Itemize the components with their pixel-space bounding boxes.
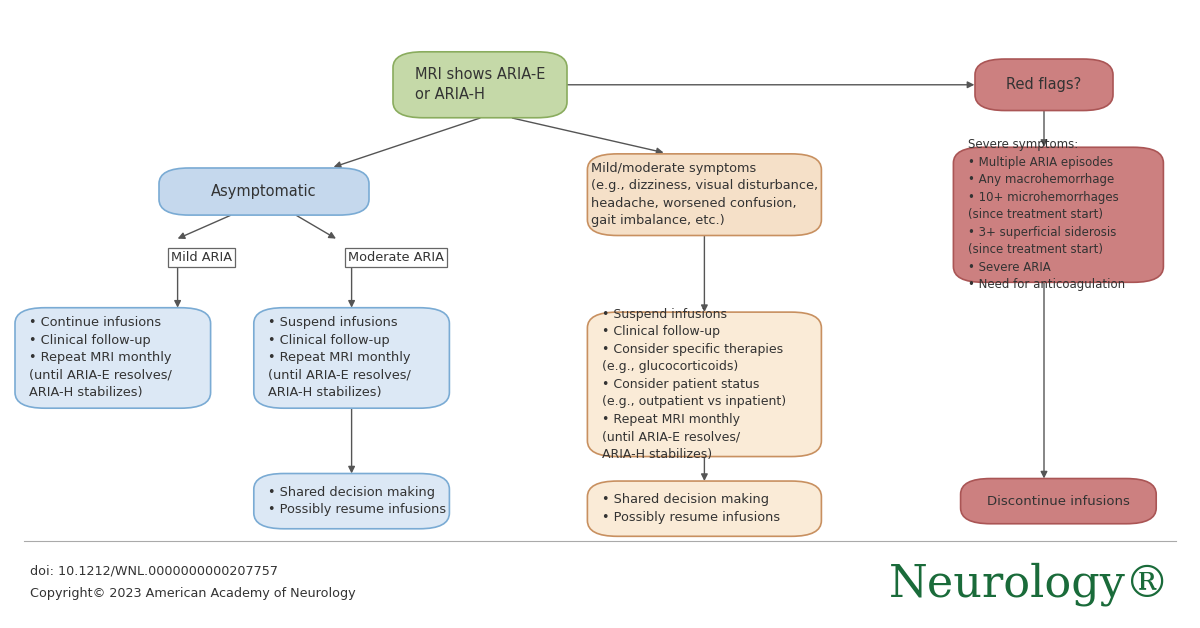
FancyBboxPatch shape bbox=[14, 308, 211, 408]
FancyBboxPatch shape bbox=[953, 148, 1164, 283]
FancyBboxPatch shape bbox=[394, 52, 568, 118]
Text: Copyright© 2023 American Academy of Neurology: Copyright© 2023 American Academy of Neur… bbox=[30, 587, 355, 600]
Text: Mild ARIA: Mild ARIA bbox=[172, 251, 232, 264]
FancyBboxPatch shape bbox=[588, 154, 821, 236]
FancyBboxPatch shape bbox=[588, 481, 821, 536]
FancyBboxPatch shape bbox=[253, 474, 449, 529]
Text: Mild/moderate symptoms
(e.g., dizziness, visual disturbance,
headache, worsened : Mild/moderate symptoms (e.g., dizziness,… bbox=[590, 162, 818, 227]
Text: Severe symptoms:
• Multiple ARIA episodes
• Any macrohemorrhage
• 10+ microhemor: Severe symptoms: • Multiple ARIA episode… bbox=[967, 138, 1124, 291]
Text: • Suspend infusions
• Clinical follow-up
• Repeat MRI monthly
(until ARIA-E reso: • Suspend infusions • Clinical follow-up… bbox=[269, 317, 412, 399]
FancyBboxPatch shape bbox=[961, 479, 1157, 524]
FancyBboxPatch shape bbox=[253, 308, 449, 408]
Text: • Shared decision making
• Possibly resume infusions: • Shared decision making • Possibly resu… bbox=[601, 494, 780, 524]
Text: doi: 10.1212/WNL.0000000000207757: doi: 10.1212/WNL.0000000000207757 bbox=[30, 565, 278, 578]
Text: Neurology®: Neurology® bbox=[889, 562, 1170, 606]
Text: • Shared decision making
• Possibly resume infusions: • Shared decision making • Possibly resu… bbox=[269, 486, 446, 516]
FancyBboxPatch shape bbox=[588, 312, 821, 457]
Text: Moderate ARIA: Moderate ARIA bbox=[348, 251, 444, 264]
Text: MRI shows ARIA-E
or ARIA-H: MRI shows ARIA-E or ARIA-H bbox=[415, 67, 545, 102]
Text: • Continue infusions
• Clinical follow-up
• Repeat MRI monthly
(until ARIA-E res: • Continue infusions • Clinical follow-u… bbox=[29, 317, 173, 399]
FancyBboxPatch shape bbox=[158, 168, 370, 215]
FancyBboxPatch shape bbox=[974, 59, 1114, 111]
Text: Asymptomatic: Asymptomatic bbox=[211, 184, 317, 199]
Text: Red flags?: Red flags? bbox=[1007, 77, 1081, 92]
Text: Discontinue infusions: Discontinue infusions bbox=[986, 495, 1130, 507]
Text: • Suspend infusions
• Clinical follow-up
• Consider specific therapies
(e.g., gl: • Suspend infusions • Clinical follow-up… bbox=[601, 308, 786, 461]
